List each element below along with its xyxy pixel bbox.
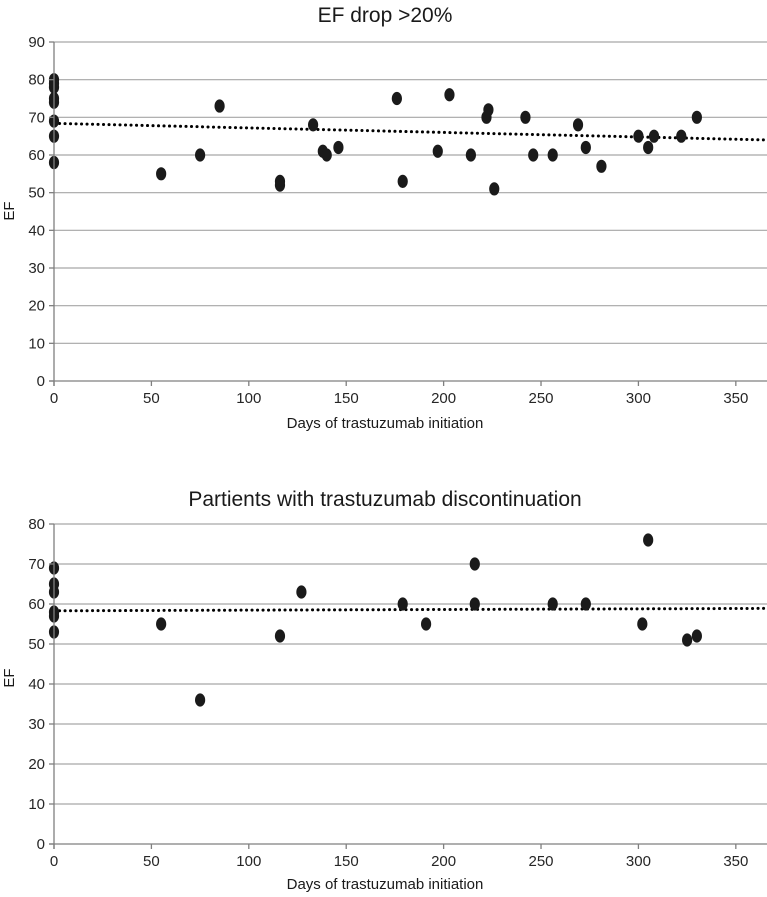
scatter-chart-ef-drop: EF drop >20% 0 10 20 30 40 50 60 70 80 90 0 50 100 15… [1,4,767,432]
data-point [691,629,702,643]
y-tick-label: 60 [28,147,45,164]
x-tick-label: 300 [626,390,651,407]
x-tick-label: 350 [723,853,748,870]
data-point [444,88,455,102]
data-point [580,140,591,155]
data-points [48,73,702,196]
data-point [489,182,500,196]
y-tick-label: 20 [28,756,45,773]
gridlines [54,41,767,344]
y-tick-label: 60 [28,596,45,613]
x-tick-label: 250 [529,390,554,407]
x-tick-label: 350 [723,390,748,407]
data-point [676,129,687,143]
x-tick-label: 0 [50,390,58,407]
trendline-dotted [52,121,767,142]
chart-title: EF drop >20% [318,4,453,27]
data-point [643,533,654,547]
data-point [469,597,480,611]
data-point [682,633,693,647]
data-point [643,140,654,155]
data-point [296,585,307,599]
x-tick-label: 150 [334,390,359,407]
y-tick-label: 80 [28,72,45,89]
y-tick-label: 70 [28,109,45,126]
data-point [333,140,344,155]
data-point [648,129,660,143]
data-point [691,110,702,124]
axes [49,41,767,386]
x-axis-label: Days of trastuzumab initiation [287,415,484,432]
data-point [321,148,332,162]
x-tick-label: 100 [236,390,261,407]
tick-labels: 0 10 20 30 40 50 60 70 80 90 0 50 100 150 200 250 300 350 [28,34,748,407]
y-tick-label: 0 [37,836,45,853]
data-point [274,178,286,192]
data-point [547,597,558,611]
tick-labels: 0 10 20 30 40 50 60 70 80 0 50 100 150 200 250 300 350 [28,516,748,870]
data-point [465,148,476,162]
y-tick-label: 80 [28,516,45,533]
y-tick-label: 40 [28,222,45,239]
x-tick-label: 250 [529,853,554,870]
y-tick-label: 20 [28,298,45,315]
data-point [483,103,494,117]
data-point [637,617,648,631]
data-point [307,118,319,132]
data-point [391,91,402,106]
y-tick-label: 50 [28,185,45,202]
x-tick-label: 50 [143,390,160,407]
data-point [547,148,558,162]
data-point [520,110,531,124]
data-point [528,148,539,162]
y-tick-label: 10 [28,335,45,352]
data-point [156,617,167,631]
data-point [420,617,432,631]
scatter-chart-discontinuation: Partients with trastuzumab discontinuati… [1,488,767,893]
x-tick-label: 100 [236,853,261,870]
trendline-dotted [52,606,767,613]
y-tick-label: 0 [37,373,45,390]
y-tick-label: 10 [28,796,45,813]
x-tick-label: 200 [431,390,456,407]
x-tick-label: 0 [50,853,58,870]
data-point [580,597,591,611]
data-point [633,129,644,143]
y-axis-label: EF [1,668,18,687]
data-point [195,693,206,707]
y-tick-label: 30 [28,716,45,733]
x-axis-label: Days of trastuzumab initiation [287,876,484,893]
y-tick-label: 30 [28,260,45,277]
data-point [397,597,408,611]
trendline [52,606,767,613]
y-tick-label: 90 [28,34,45,51]
data-points [48,533,702,707]
gridlines [54,523,767,805]
data-point [596,159,607,173]
data-point [432,144,443,158]
data-point [195,148,206,162]
trendline [52,121,767,142]
data-point [156,167,167,181]
y-tick-label: 40 [28,676,45,693]
data-point [214,99,225,113]
data-point [274,629,286,643]
x-tick-label: 50 [143,853,160,870]
y-axis-label: EF [1,201,18,220]
data-point [469,557,480,571]
axes [49,523,767,849]
data-point [397,174,408,188]
x-tick-label: 200 [431,853,456,870]
y-tick-label: 50 [28,636,45,653]
y-tick-label: 70 [28,556,45,573]
data-point [572,118,584,132]
chart-title: Partients with trastuzumab discontinuati… [188,488,581,511]
x-tick-label: 150 [334,853,359,870]
x-tick-label: 300 [626,853,651,870]
